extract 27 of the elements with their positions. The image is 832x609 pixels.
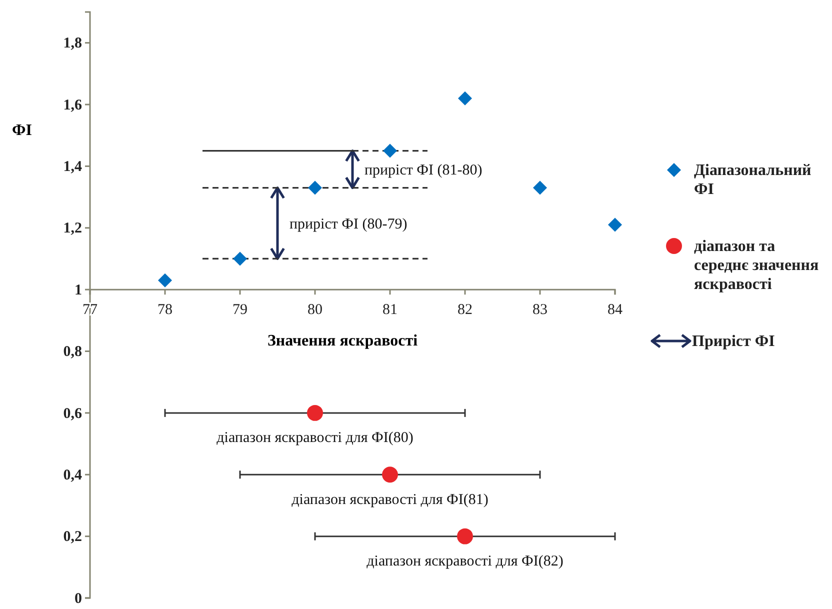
x-tick-label: 84 xyxy=(608,302,623,318)
annotation: приріст ФІ (80-79) xyxy=(290,216,408,233)
y-tick-label: 0,8 xyxy=(63,344,82,360)
y-axis-title: ФІ xyxy=(12,122,32,139)
y-tick-label: 0,2 xyxy=(63,529,82,546)
annotation: діапазон яскравості для ФІ(81) xyxy=(292,492,488,508)
annotation: приріст ФІ (81-80) xyxy=(364,162,482,179)
legend-label: Приріст ФІ xyxy=(692,333,775,350)
y-tick-label: 0,4 xyxy=(63,467,82,484)
y-tick-label: 1,2 xyxy=(63,220,82,237)
x-tick-label: 80 xyxy=(308,302,322,318)
x-tick-label: 81 xyxy=(382,302,398,318)
y-tick-label: 1 xyxy=(74,282,82,298)
y-tick-label: 1,4 xyxy=(63,159,82,176)
y-tick-label: 0,6 xyxy=(63,406,82,422)
annotation: діапазон яскравості для ФІ(82) xyxy=(366,554,564,570)
y-tick-label: 1,6 xyxy=(63,97,82,114)
x-tick-label: 83 xyxy=(532,302,548,318)
y-tick-label: 1,8 xyxy=(63,36,82,52)
y-tick-label: 0 xyxy=(74,590,82,607)
legend-label: діапазон та середнє значення яскравості xyxy=(694,238,819,293)
legend-label: Діапазональний ФІ xyxy=(694,162,812,198)
x-tick-label: 79 xyxy=(232,302,248,318)
x-tick-label: 78 xyxy=(158,302,172,318)
x-axis-title: Значення яскравості xyxy=(267,332,418,350)
annotation: діапазон яскравості для ФІ(80) xyxy=(216,430,414,446)
x-tick-label: 82 xyxy=(458,302,472,318)
